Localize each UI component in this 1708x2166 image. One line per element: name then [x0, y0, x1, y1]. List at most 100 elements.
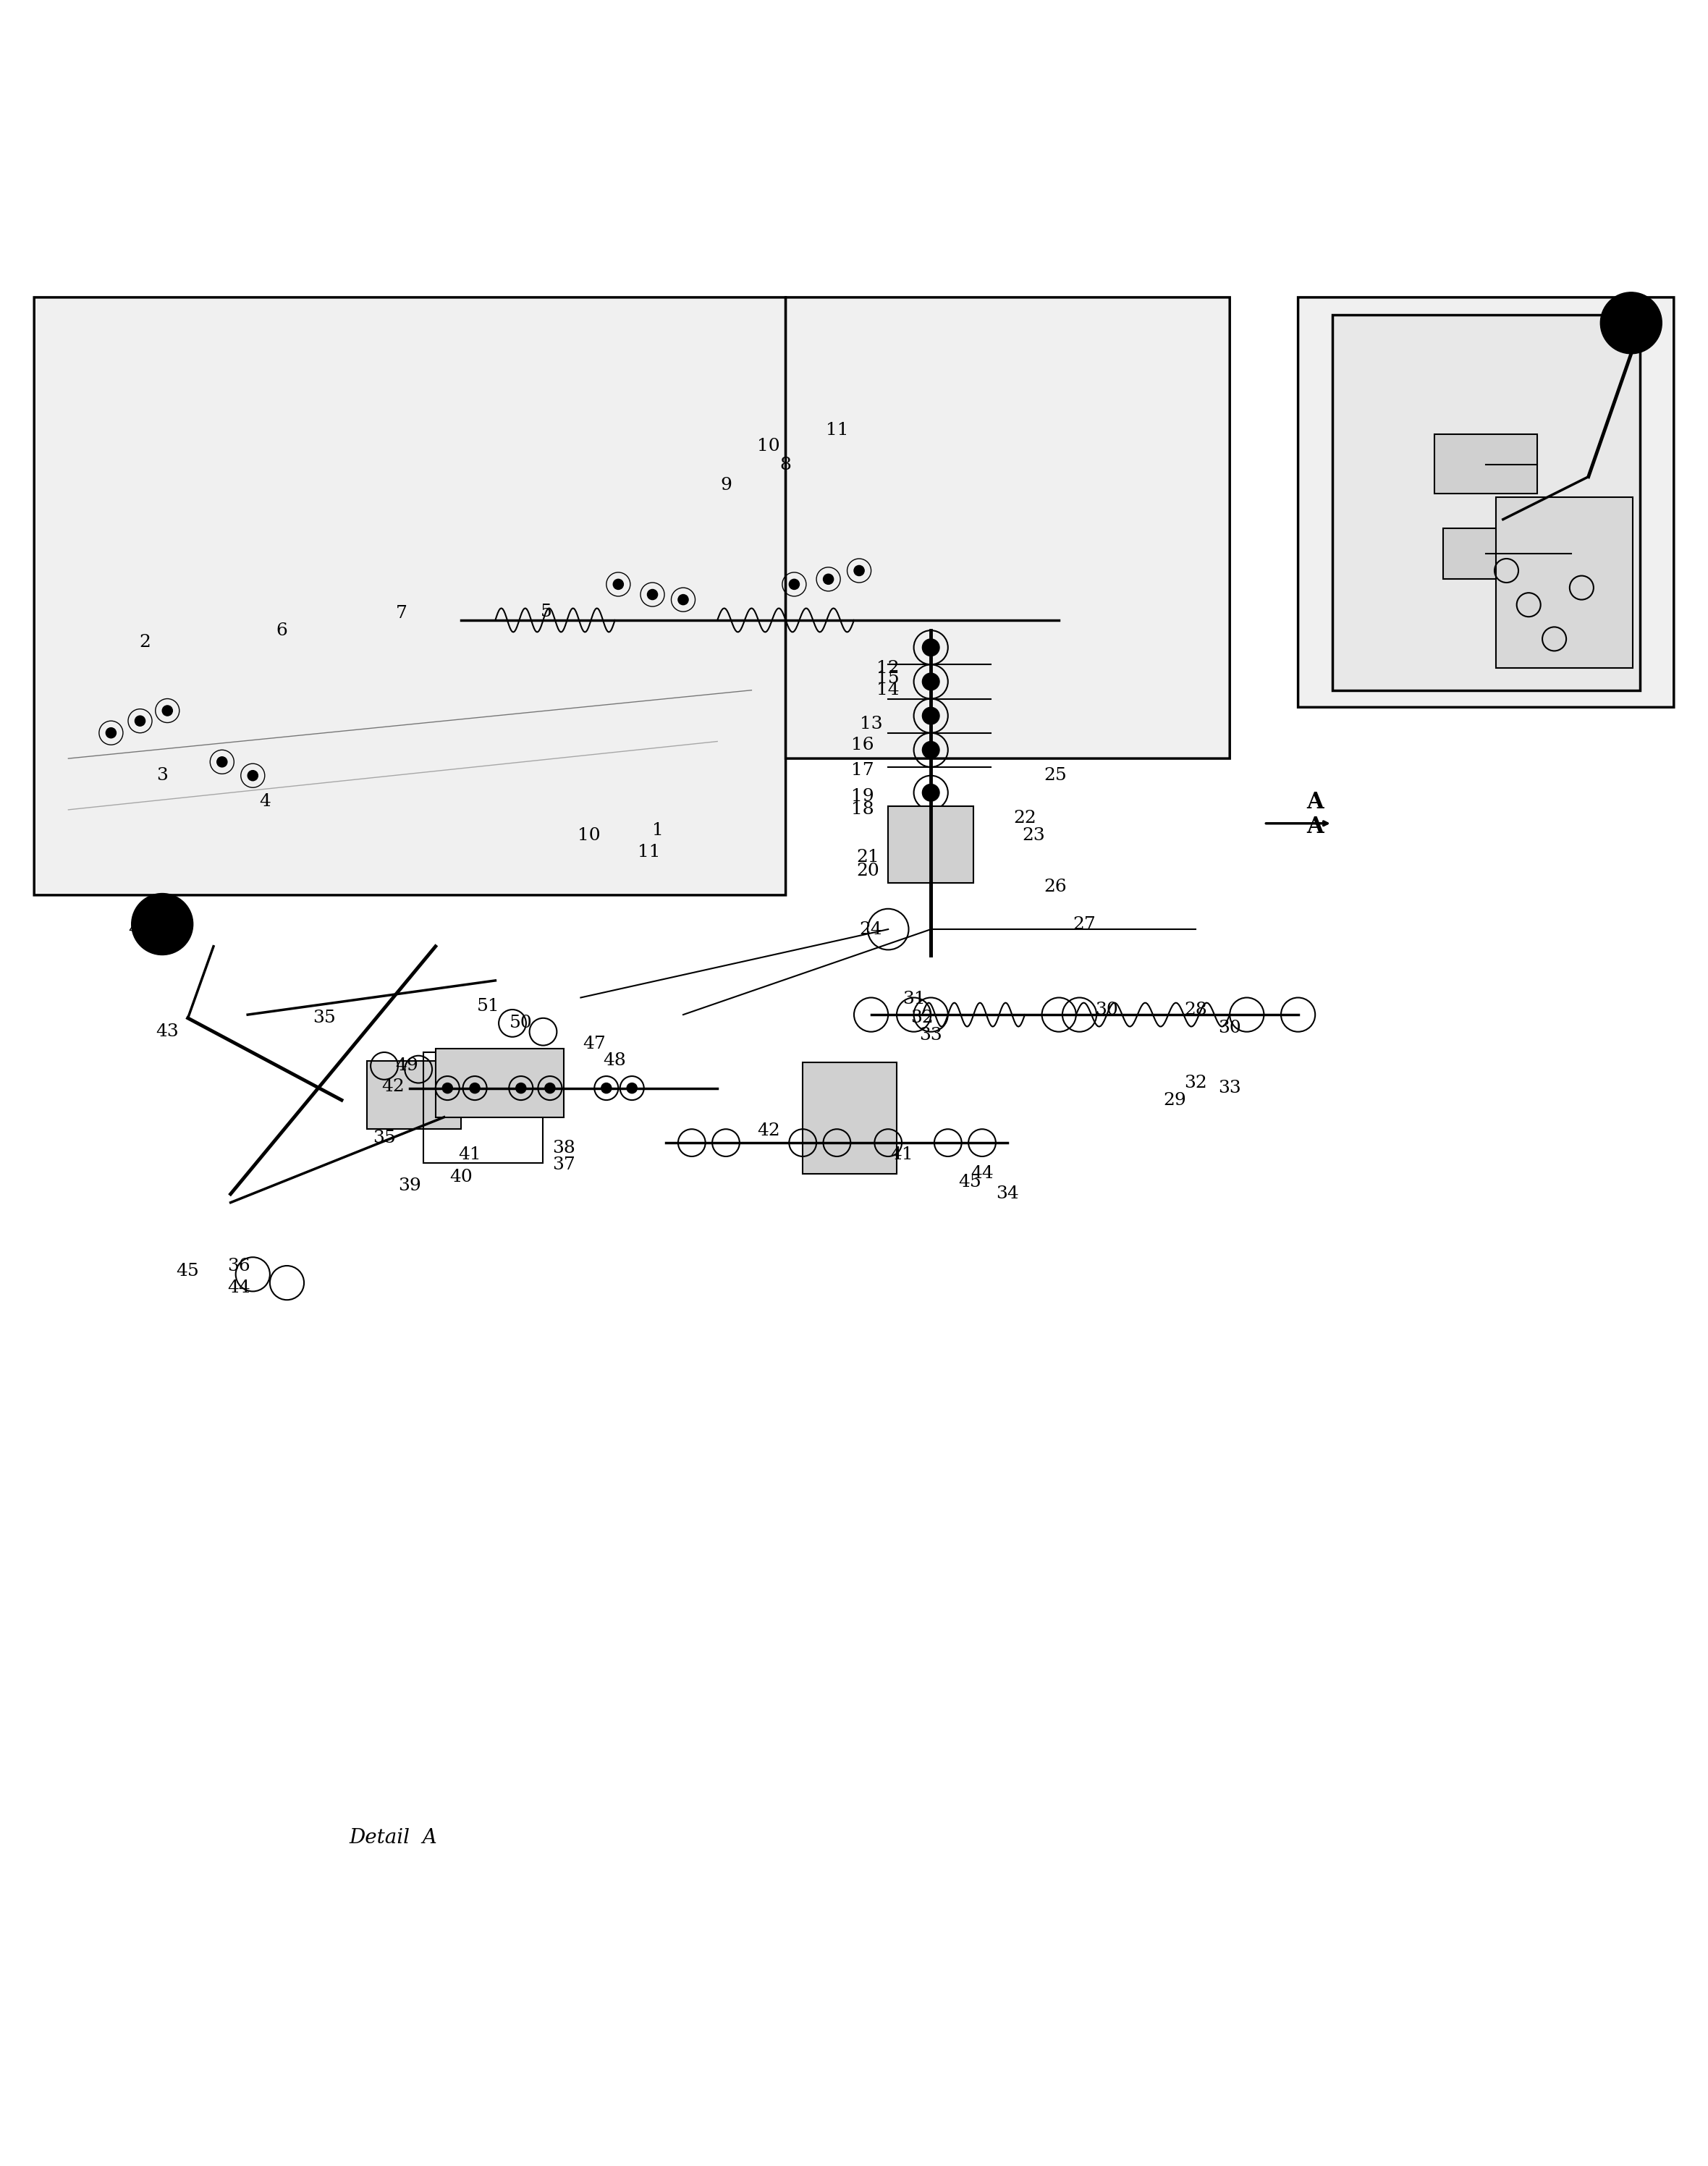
PathPatch shape	[34, 297, 786, 895]
Text: 5: 5	[541, 604, 552, 619]
Text: 32: 32	[910, 1009, 934, 1027]
Circle shape	[106, 728, 116, 739]
Text: 17: 17	[851, 762, 874, 780]
Circle shape	[922, 853, 939, 869]
Text: 18: 18	[851, 801, 874, 819]
Circle shape	[922, 639, 939, 656]
Circle shape	[613, 578, 623, 589]
Circle shape	[922, 819, 939, 836]
Text: A: A	[1307, 791, 1324, 812]
Text: 11: 11	[637, 845, 661, 860]
Text: 30: 30	[1218, 1020, 1242, 1038]
Text: 30: 30	[1095, 1001, 1119, 1018]
Text: 35: 35	[313, 1009, 336, 1027]
Text: 23: 23	[1021, 827, 1045, 845]
Text: 16: 16	[851, 736, 874, 754]
Bar	[1496, 498, 1633, 667]
Bar	[888, 806, 974, 884]
Text: 9: 9	[721, 477, 731, 494]
Circle shape	[162, 706, 173, 715]
Text: 34: 34	[996, 1185, 1020, 1202]
Bar	[1435, 433, 1537, 494]
Text: 27: 27	[1073, 916, 1097, 934]
Text: 10: 10	[757, 438, 781, 455]
Text: 40: 40	[449, 1170, 473, 1185]
Text: 32: 32	[1184, 1074, 1208, 1092]
Bar	[424, 1053, 543, 1163]
Text: 14: 14	[876, 682, 900, 697]
Bar	[367, 1061, 461, 1128]
Text: 46: 46	[128, 921, 152, 938]
Text: 19: 19	[851, 788, 874, 804]
Circle shape	[922, 741, 939, 758]
PathPatch shape	[786, 297, 1230, 758]
Circle shape	[922, 784, 939, 801]
Circle shape	[789, 578, 799, 589]
Circle shape	[647, 589, 658, 600]
Text: 42: 42	[381, 1079, 405, 1094]
Text: 3: 3	[157, 767, 167, 784]
Text: 45: 45	[176, 1263, 200, 1280]
Text: 41: 41	[890, 1146, 914, 1163]
Text: 29: 29	[1163, 1092, 1187, 1109]
Circle shape	[132, 892, 193, 955]
Text: 48: 48	[603, 1053, 627, 1070]
Text: 42: 42	[757, 1122, 781, 1139]
Circle shape	[516, 1083, 526, 1094]
PathPatch shape	[1298, 297, 1674, 708]
Text: 33: 33	[919, 1027, 943, 1044]
Circle shape	[627, 1083, 637, 1094]
Text: 35: 35	[372, 1128, 396, 1146]
Bar	[803, 1064, 897, 1174]
Text: 36: 36	[227, 1258, 251, 1274]
Text: 4: 4	[260, 793, 270, 810]
Text: 39: 39	[398, 1176, 422, 1193]
Circle shape	[217, 756, 227, 767]
Text: 44: 44	[227, 1280, 251, 1295]
Text: 22: 22	[1013, 810, 1037, 827]
Bar	[436, 1048, 564, 1118]
Circle shape	[442, 1083, 453, 1094]
Bar	[1332, 314, 1640, 691]
Text: 49: 49	[395, 1057, 418, 1074]
Text: 31: 31	[902, 992, 926, 1007]
Text: 11: 11	[825, 422, 849, 440]
Text: A: A	[1307, 817, 1324, 838]
Text: 41: 41	[458, 1146, 482, 1163]
Circle shape	[545, 1083, 555, 1094]
Circle shape	[470, 1083, 480, 1094]
Text: 51: 51	[477, 999, 500, 1014]
Bar	[1443, 529, 1537, 578]
Text: 24: 24	[859, 921, 883, 938]
Text: 12: 12	[876, 661, 900, 676]
Circle shape	[248, 771, 258, 780]
Text: 45: 45	[958, 1174, 982, 1191]
Text: 6: 6	[277, 622, 287, 639]
Text: 47: 47	[582, 1035, 606, 1053]
Text: 13: 13	[859, 717, 883, 732]
Circle shape	[601, 1083, 611, 1094]
Text: 33: 33	[1218, 1081, 1242, 1096]
Text: 1: 1	[652, 821, 663, 838]
Text: 28: 28	[1184, 1001, 1208, 1018]
Text: 43: 43	[155, 1025, 179, 1040]
Circle shape	[922, 674, 939, 691]
Text: 37: 37	[552, 1157, 576, 1174]
Text: 15: 15	[876, 669, 900, 687]
Text: 26: 26	[1044, 877, 1068, 895]
Circle shape	[854, 565, 864, 576]
Text: 7: 7	[396, 604, 407, 622]
Circle shape	[1600, 292, 1662, 353]
Text: 44: 44	[970, 1165, 994, 1183]
Circle shape	[823, 574, 834, 585]
Text: 2: 2	[140, 635, 150, 650]
Text: Detail  A: Detail A	[348, 1828, 437, 1848]
Text: 25: 25	[1044, 767, 1068, 784]
Text: 38: 38	[552, 1139, 576, 1157]
Text: 21: 21	[856, 849, 880, 866]
Text: 8: 8	[781, 457, 791, 472]
Circle shape	[678, 593, 688, 604]
Text: 10: 10	[577, 827, 601, 845]
Circle shape	[922, 708, 939, 723]
Text: 50: 50	[509, 1016, 533, 1031]
